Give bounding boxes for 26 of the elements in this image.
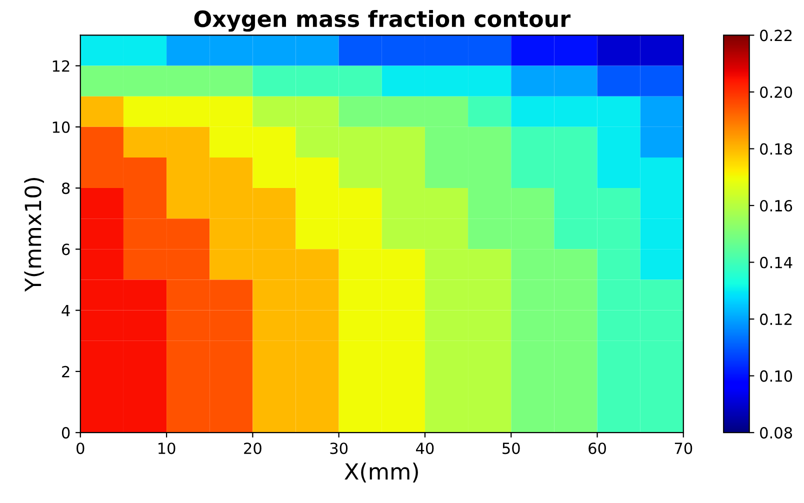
x-tick-label: 0: [76, 442, 84, 454]
color-bar-label: 0.12: [760, 314, 792, 326]
x-tick-label: 40: [416, 442, 434, 454]
y-tick-label: 10: [52, 121, 70, 133]
y-axis-title: Y(mmx10): [24, 178, 44, 292]
color-bar-label: 0.18: [760, 143, 792, 155]
x-tick-label: 20: [244, 442, 262, 454]
color-bar-label: 0.14: [760, 256, 792, 268]
color-bar-label: 0.16: [760, 200, 792, 212]
y-tick-label: 0: [62, 427, 70, 439]
y-tick-label: 12: [52, 60, 70, 72]
y-tick-label: 8: [62, 182, 70, 194]
x-tick-label: 70: [674, 442, 692, 454]
y-tick-label: 2: [62, 366, 70, 378]
x-tick-label: 50: [502, 442, 520, 454]
x-tick-label: 60: [588, 442, 606, 454]
color-bar-label: 0.22: [760, 30, 792, 42]
x-tick-label: 10: [158, 442, 176, 454]
color-bar-label: 0.20: [760, 86, 792, 98]
chart-title: Oxygen mass fraction contour: [194, 10, 571, 32]
y-tick-label: 4: [62, 304, 70, 316]
x-tick-label: 30: [330, 442, 348, 454]
y-tick-label: 6: [62, 244, 70, 256]
color-bar-label: 0.08: [760, 427, 792, 439]
color-bar-label: 0.10: [760, 370, 792, 382]
x-axis-title: X(mm): [344, 462, 418, 482]
